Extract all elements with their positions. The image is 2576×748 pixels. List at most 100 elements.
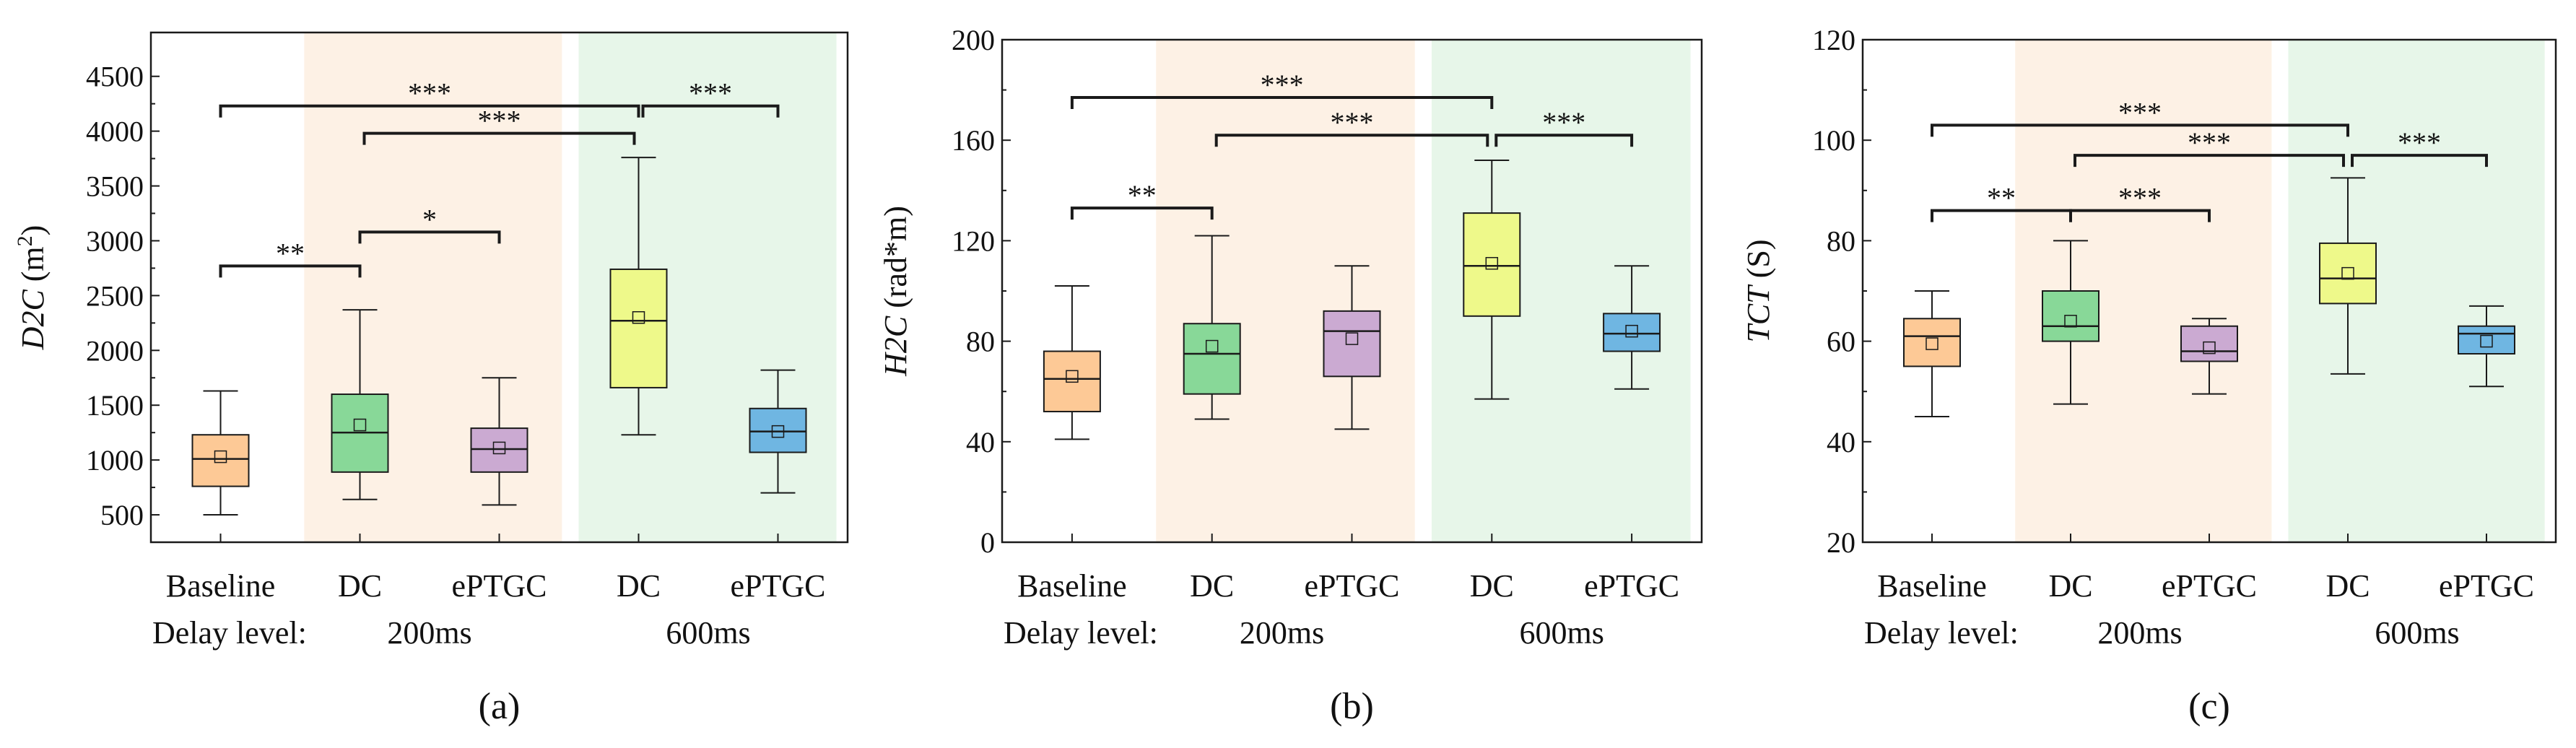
y-tick-label: 2500 xyxy=(86,279,144,312)
significance-label: *** xyxy=(1331,106,1374,139)
y-tick-label: 20 xyxy=(1827,526,1855,559)
box-1 xyxy=(1903,290,1961,417)
significance-bracket xyxy=(358,230,501,244)
mean-marker xyxy=(1345,332,1359,345)
mean-marker xyxy=(492,441,506,455)
y-axis-title-unit: (rad*m) xyxy=(878,206,913,316)
significance-bracket xyxy=(2074,154,2345,168)
y-tick-label: 2000 xyxy=(86,334,144,367)
x-tick-label: ePTGC xyxy=(2162,568,2257,604)
y-axis-title-var: H2C xyxy=(878,316,913,377)
box-3 xyxy=(1323,265,1381,430)
panel-label: (a) xyxy=(479,686,521,727)
box-iqr xyxy=(1183,323,1241,395)
x-tick-label: ePTGC xyxy=(452,568,547,604)
significance-bracket xyxy=(1070,96,1494,110)
y-axis-title: TCT (S) xyxy=(1741,239,1776,342)
significance-bracket xyxy=(1494,134,1634,147)
box-iqr xyxy=(191,434,250,487)
y-tick-label: 120 xyxy=(952,225,995,257)
box-3 xyxy=(470,377,528,506)
mean-marker xyxy=(2203,341,2216,355)
box-4 xyxy=(609,157,668,436)
y-tick-label: 80 xyxy=(966,326,995,358)
mean-marker xyxy=(1485,256,1499,270)
mean-marker xyxy=(1926,337,1938,350)
significance-label: *** xyxy=(478,105,521,137)
y-axis-title-unit: (m xyxy=(15,246,51,290)
x-tick-label: ePTGC xyxy=(731,568,826,604)
x-tick-label: ePTGC xyxy=(1305,568,1400,604)
y-tick-label: 160 xyxy=(952,124,995,157)
box-5 xyxy=(2458,305,2515,388)
x-tick-label: ePTGC xyxy=(1584,568,1679,604)
delay-level-label: Delay level: xyxy=(1864,615,2019,651)
delay-group-600ms: 600ms xyxy=(2375,615,2459,651)
significance-label: *** xyxy=(408,77,451,110)
y-tick-label: 80 xyxy=(1827,225,1855,257)
mean-marker xyxy=(771,425,785,438)
significance-label: *** xyxy=(689,77,732,110)
significance-label: *** xyxy=(2118,182,2162,214)
significance-bracket xyxy=(362,131,636,145)
y-axis-title-var: D2C xyxy=(15,290,51,351)
y-axis-title-sup: 2 xyxy=(13,235,37,246)
box-2 xyxy=(2042,240,2099,405)
delay-group-200ms: 200ms xyxy=(387,615,471,651)
box-5 xyxy=(749,369,807,494)
x-tick-label: Baseline xyxy=(166,568,276,604)
delay-level-label: Delay level: xyxy=(152,615,307,651)
significance-label: ** xyxy=(1128,179,1157,212)
x-tick-label: DC xyxy=(2048,568,2092,604)
box-iqr xyxy=(1903,318,1961,368)
mean-marker xyxy=(2480,334,2493,348)
mean-marker xyxy=(632,311,645,324)
y-tick-label: 100 xyxy=(1812,124,1855,157)
box-iqr xyxy=(2042,290,2099,342)
box-iqr xyxy=(2458,325,2515,355)
y-tick-label: 3500 xyxy=(86,170,144,203)
box-iqr xyxy=(1043,350,1101,413)
y-tick-label: 40 xyxy=(1827,426,1855,458)
box-3 xyxy=(2180,318,2238,395)
delay-group-200ms: 200ms xyxy=(1240,615,1324,651)
y-tick-label: 1500 xyxy=(86,389,144,422)
mean-marker xyxy=(2064,315,2077,328)
significance-label: *** xyxy=(2118,96,2162,129)
box-iqr xyxy=(2180,325,2238,362)
panel-label: (b) xyxy=(1330,686,1374,727)
mean-marker xyxy=(1205,339,1219,353)
shade-200ms xyxy=(1156,40,1415,542)
box-iqr xyxy=(749,407,807,453)
mean-marker xyxy=(1066,370,1079,383)
significance-bracket xyxy=(1214,134,1489,147)
significance-label: *** xyxy=(1261,69,1304,101)
mean-marker xyxy=(2341,266,2354,280)
significance-bracket xyxy=(2069,209,2211,222)
y-axis-title: D2C (m2) xyxy=(13,225,51,351)
significance-label: *** xyxy=(2398,126,2441,159)
x-tick-label: DC xyxy=(617,568,661,604)
x-tick-label: Baseline xyxy=(1877,568,1987,604)
delay-group-600ms: 600ms xyxy=(1520,615,1604,651)
x-tick-label: Baseline xyxy=(1017,568,1127,604)
plot-frame xyxy=(149,31,849,544)
x-tick-label: DC xyxy=(2325,568,2370,604)
x-tick-label: DC xyxy=(1190,568,1234,604)
box-1 xyxy=(191,390,250,516)
x-tick-label: ePTGC xyxy=(2439,568,2534,604)
box-iqr xyxy=(1603,313,1661,352)
box-4 xyxy=(2319,177,2377,375)
significance-label: *** xyxy=(1542,106,1585,139)
box-5 xyxy=(1603,265,1661,390)
plot-frame xyxy=(1861,38,2557,544)
mean-marker xyxy=(214,450,227,464)
mean-marker xyxy=(353,418,367,432)
box-4 xyxy=(1463,160,1521,400)
box-iqr xyxy=(2319,242,2377,305)
y-tick-label: 3000 xyxy=(86,225,144,257)
box-2 xyxy=(331,309,389,500)
significance-label: ** xyxy=(1987,182,2016,214)
